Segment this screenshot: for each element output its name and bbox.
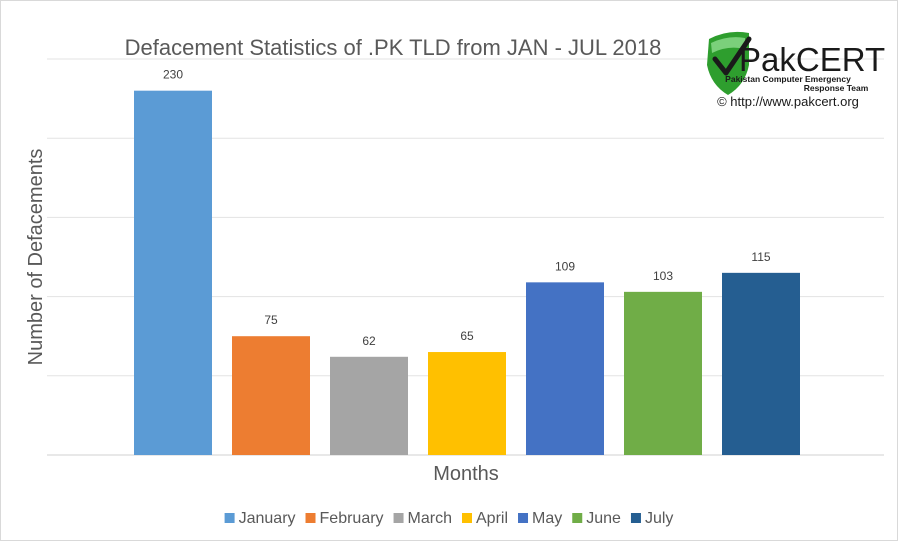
shield-check-icon	[707, 31, 752, 95]
logo-subtitle-line1: Pakistan Computer Emergency	[725, 74, 851, 84]
legend-swatch	[393, 513, 404, 523]
bars	[134, 90, 800, 456]
bar-march	[330, 356, 408, 455]
bar-january	[134, 90, 212, 456]
legend-label: July	[645, 510, 673, 527]
pakcert-logo: PakCERT Pakistan Computer Emergency Resp…	[707, 31, 885, 109]
legend-swatch	[630, 513, 641, 523]
legend-label: June	[586, 510, 621, 527]
legend-label: February	[320, 510, 384, 527]
data-label-june: 103	[653, 269, 673, 283]
legend-item-june: June	[572, 510, 621, 527]
legend-item-may: May	[518, 510, 562, 527]
legend: January February March April May June July	[224, 510, 673, 527]
legend-swatch	[305, 513, 316, 523]
legend-label: March	[408, 510, 452, 527]
legend-label: January	[239, 510, 296, 527]
y-axis-label: Number of Defacements	[25, 149, 47, 366]
data-label-july: 115	[751, 250, 770, 264]
legend-item-july: July	[630, 510, 673, 527]
data-label-january: 230	[163, 68, 183, 82]
logo-subtitle-line2: Response Team	[804, 83, 869, 93]
legend-label: April	[476, 510, 508, 527]
legend-item-march: March	[393, 510, 452, 527]
bar-july	[722, 272, 800, 455]
legend-item-february: February	[305, 510, 384, 527]
legend-label: May	[532, 510, 562, 527]
data-label-april: 65	[460, 329, 474, 343]
logo-name: PakCERT	[739, 41, 885, 78]
logo-url: © http://www.pakcert.org	[717, 94, 859, 109]
legend-item-january: January	[224, 510, 296, 527]
x-axis-label: Months	[433, 463, 499, 485]
bar-may	[526, 282, 604, 455]
chart-title: Defacement Statistics of .PK TLD from JA…	[125, 35, 662, 60]
bar-june	[624, 291, 702, 455]
bar-april	[428, 352, 506, 455]
legend-swatch	[462, 513, 472, 523]
legend-item-april: April	[462, 510, 508, 527]
data-label-may: 109	[555, 259, 575, 273]
data-labels: 230 75 62 65 109 103 115	[163, 68, 771, 348]
legend-swatch	[518, 513, 529, 523]
legend-swatch	[224, 513, 235, 523]
data-label-march: 62	[362, 334, 376, 348]
legend-swatch	[572, 513, 583, 523]
bar-february	[232, 336, 310, 455]
data-label-february: 75	[264, 313, 278, 327]
